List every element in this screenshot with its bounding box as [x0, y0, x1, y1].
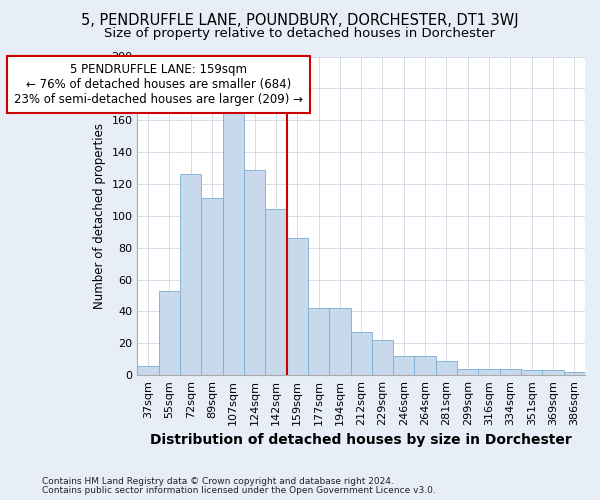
Text: Contains public sector information licensed under the Open Government Licence v3: Contains public sector information licen…: [42, 486, 436, 495]
Text: Size of property relative to detached houses in Dorchester: Size of property relative to detached ho…: [104, 28, 496, 40]
X-axis label: Distribution of detached houses by size in Dorchester: Distribution of detached houses by size …: [151, 434, 572, 448]
Bar: [350, 332, 372, 375]
Bar: [436, 361, 457, 375]
Bar: [287, 238, 308, 375]
Bar: [415, 356, 436, 375]
Bar: [563, 372, 585, 375]
Bar: [223, 112, 244, 375]
Bar: [137, 366, 158, 375]
Bar: [329, 308, 350, 375]
Text: Contains HM Land Registry data © Crown copyright and database right 2024.: Contains HM Land Registry data © Crown c…: [42, 477, 394, 486]
Bar: [265, 210, 287, 375]
Bar: [202, 198, 223, 375]
Bar: [158, 290, 180, 375]
Bar: [244, 170, 265, 375]
Bar: [500, 369, 521, 375]
Bar: [180, 174, 202, 375]
Bar: [457, 369, 478, 375]
Bar: [521, 370, 542, 375]
Bar: [542, 370, 563, 375]
Text: 5 PENDRUFFLE LANE: 159sqm
← 76% of detached houses are smaller (684)
23% of semi: 5 PENDRUFFLE LANE: 159sqm ← 76% of detac…: [14, 63, 303, 106]
Y-axis label: Number of detached properties: Number of detached properties: [93, 123, 106, 309]
Text: 5, PENDRUFFLE LANE, POUNDBURY, DORCHESTER, DT1 3WJ: 5, PENDRUFFLE LANE, POUNDBURY, DORCHESTE…: [81, 12, 519, 28]
Bar: [478, 369, 500, 375]
Bar: [393, 356, 415, 375]
Bar: [372, 340, 393, 375]
Bar: [308, 308, 329, 375]
